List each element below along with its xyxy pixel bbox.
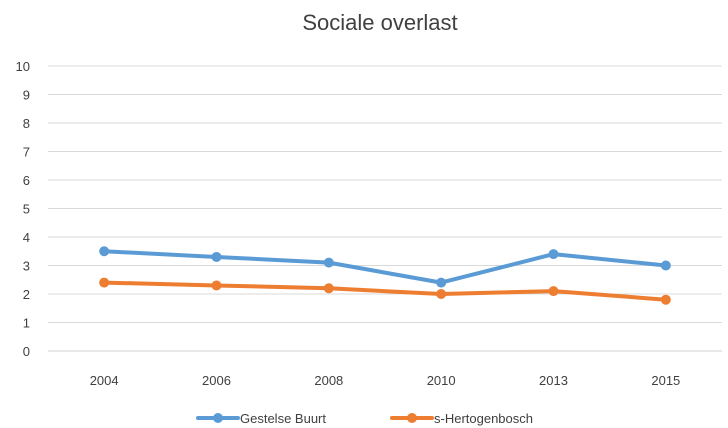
legend-marker: [407, 413, 417, 423]
legend: Gestelse Buurt s-Hertogenbosch: [196, 411, 533, 426]
legend-marker: [213, 413, 223, 423]
data-point: [211, 280, 222, 291]
y-tick-label: 10: [16, 59, 30, 74]
y-tick-label: 4: [23, 230, 30, 245]
gridlines: [48, 65, 722, 352]
data-point: [99, 277, 110, 288]
series-1: [99, 246, 671, 288]
x-tick-label: 2013: [539, 373, 568, 388]
data-point: [211, 251, 222, 262]
x-tick-label: 2015: [651, 373, 680, 388]
y-tick-label: 7: [23, 145, 30, 160]
data-point: [323, 283, 334, 294]
y-tick-label: 2: [23, 287, 30, 302]
data-point: [660, 260, 671, 271]
legend-label: s-Hertogenbosch: [434, 411, 533, 426]
y-tick-label: 3: [23, 259, 30, 274]
x-tick-label: 2004: [90, 373, 119, 388]
series-line: [102, 249, 668, 285]
y-tick-label: 5: [23, 202, 30, 217]
y-tick-label: 0: [23, 344, 30, 359]
data-point: [660, 294, 671, 305]
y-axis-ticks: 0 1 2 3 4 5 6 7 8 9 10: [16, 59, 30, 359]
legend-item-2: s-Hertogenbosch: [390, 411, 533, 426]
y-tick-label: 8: [23, 116, 30, 131]
series-line: [102, 280, 668, 302]
data-point: [99, 246, 110, 257]
legend-label: Gestelse Buurt: [240, 411, 326, 426]
series-2: [99, 277, 671, 305]
data-point: [548, 286, 559, 297]
series-lines: [99, 246, 671, 305]
data-point: [436, 289, 447, 299]
x-tick-label: 2006: [202, 373, 231, 388]
data-point: [548, 249, 559, 260]
y-tick-label: 1: [23, 316, 30, 331]
data-point: [323, 257, 334, 268]
legend-item-1: Gestelse Buurt: [196, 411, 326, 426]
chart-title: Sociale overlast: [302, 10, 457, 35]
x-tick-label: 2008: [314, 373, 343, 388]
x-axis-ticks: 2004 2006 2008 2010 2013 2015: [90, 373, 681, 388]
y-tick-label: 6: [23, 173, 30, 188]
data-point: [436, 277, 447, 288]
x-tick-label: 2010: [427, 373, 456, 388]
y-tick-label: 9: [23, 88, 30, 103]
